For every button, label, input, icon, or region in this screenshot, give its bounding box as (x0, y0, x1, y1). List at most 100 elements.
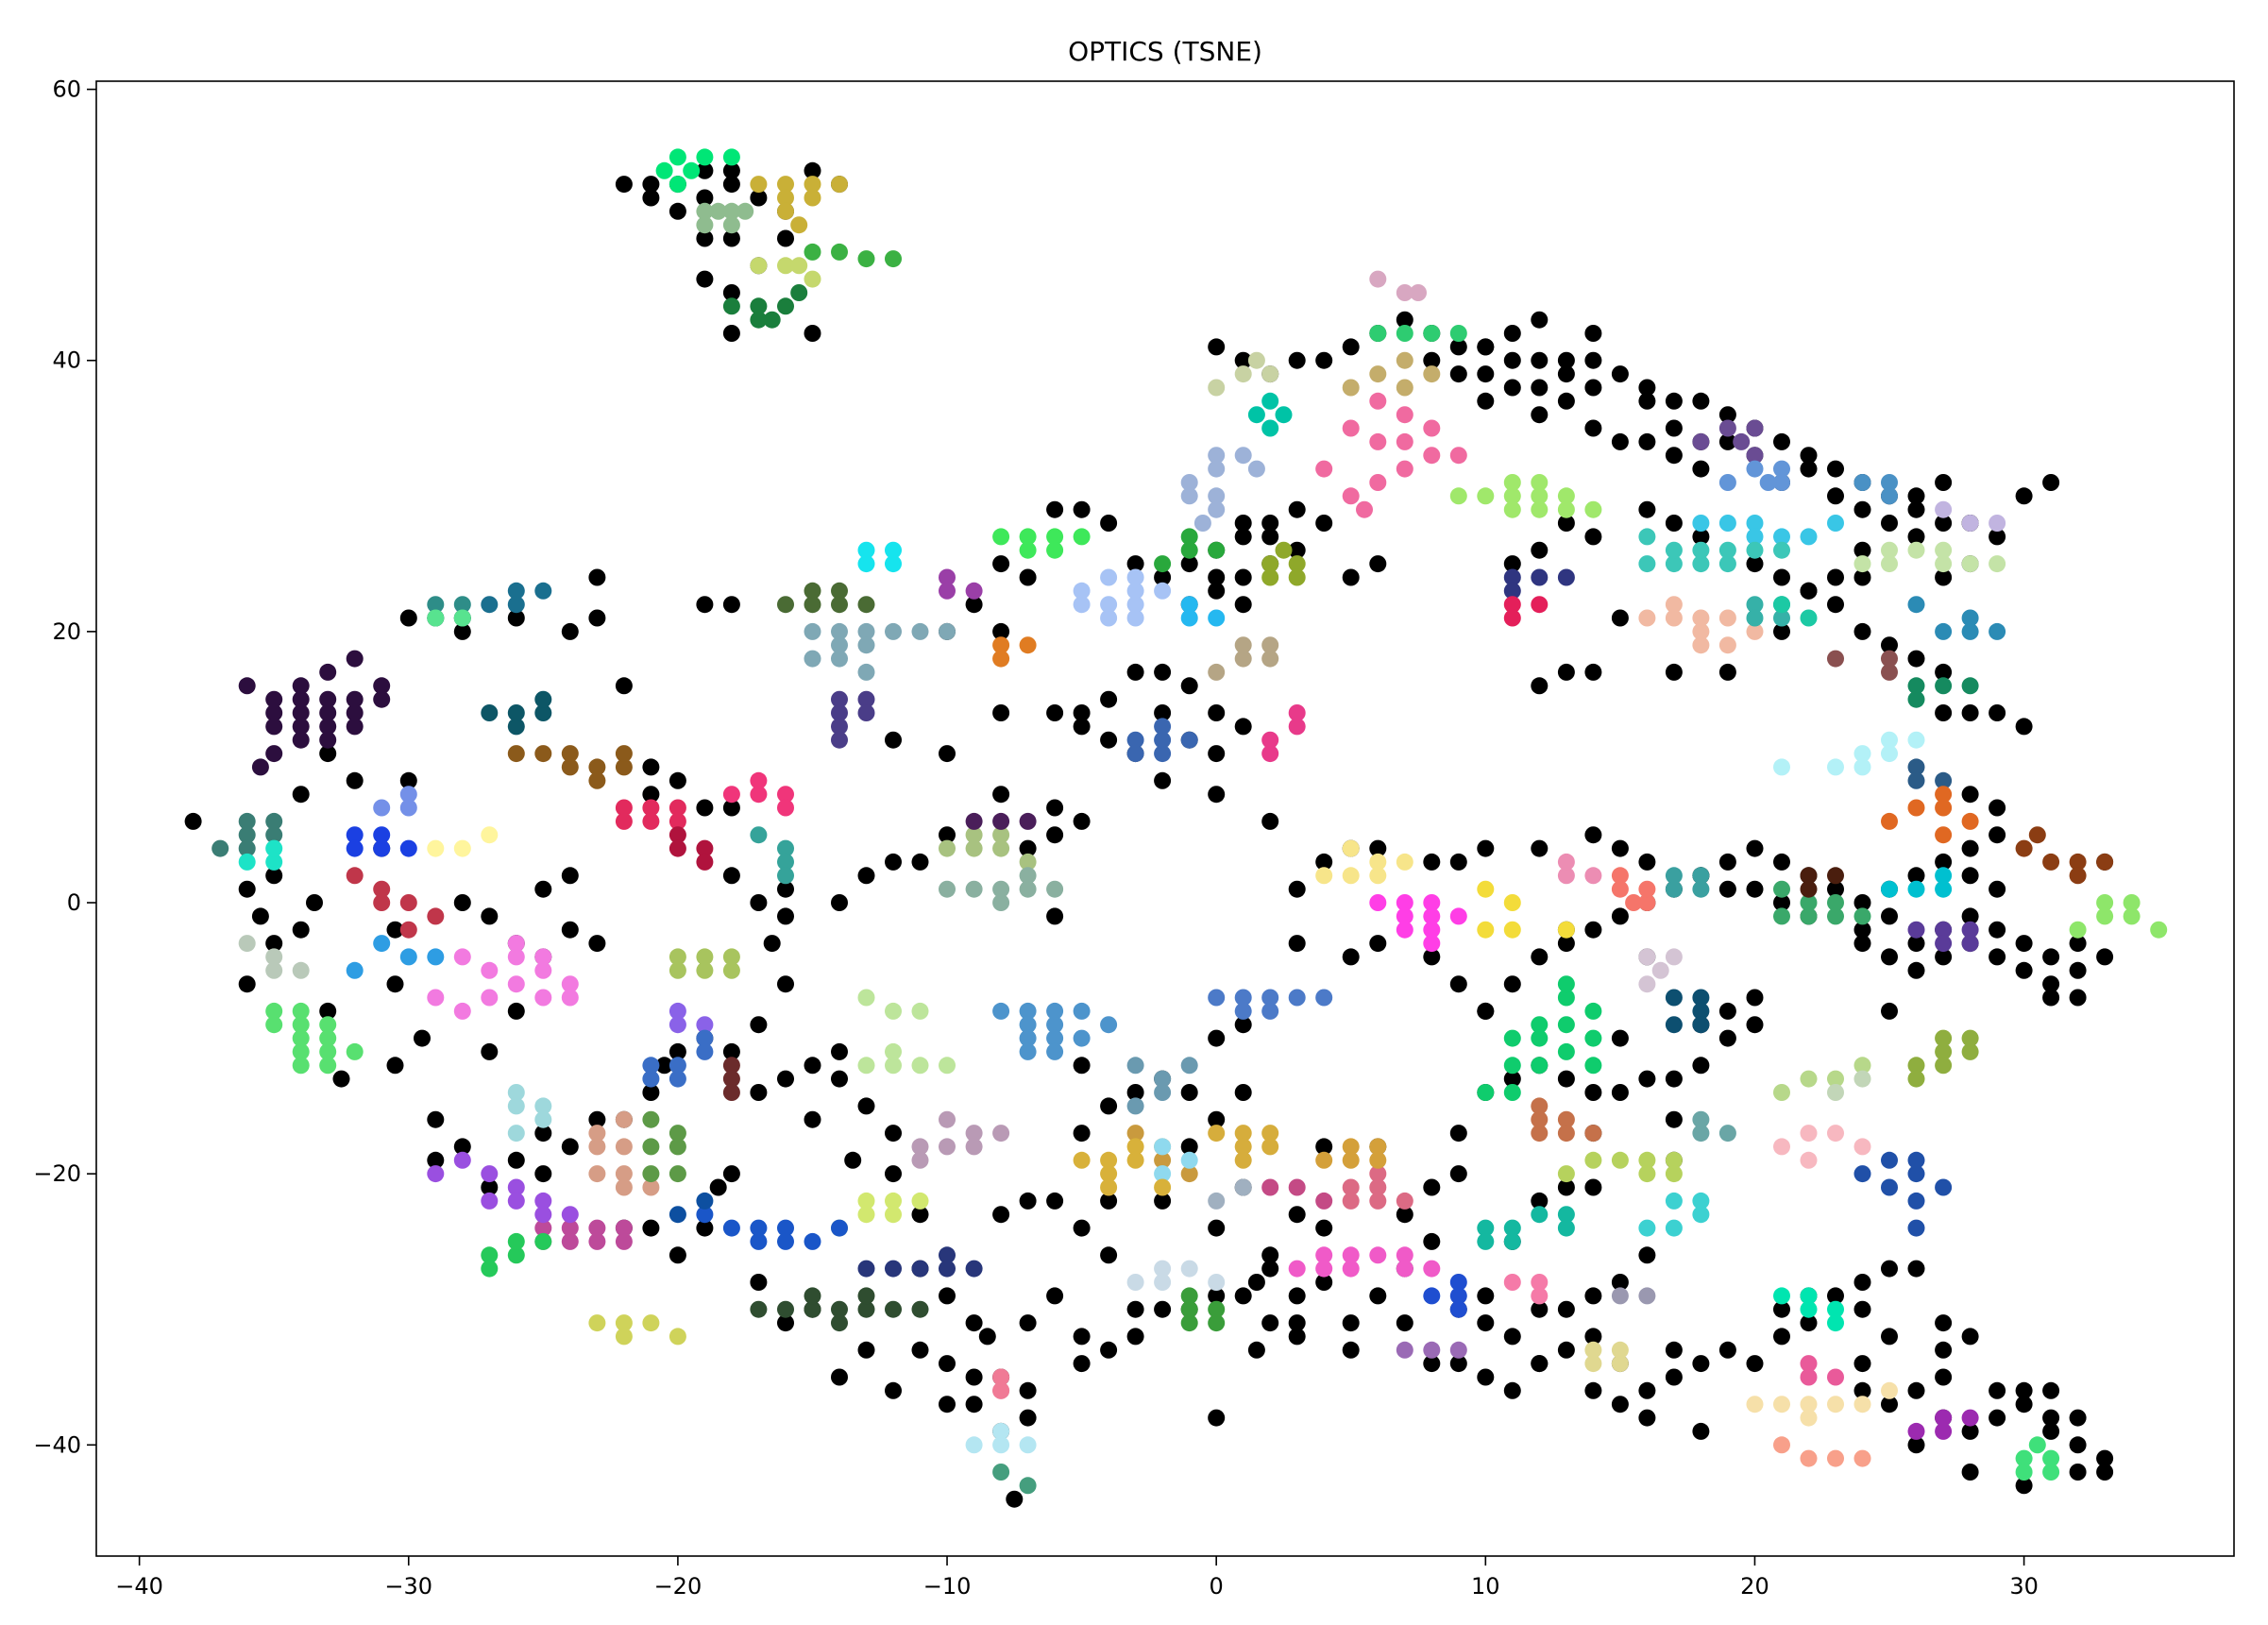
data-point (1073, 582, 1091, 600)
data-point (857, 989, 875, 1007)
data-point (1692, 541, 1710, 559)
data-point (1800, 1409, 1818, 1427)
data-point (427, 1165, 445, 1183)
cluster-points (992, 1464, 1037, 1495)
data-point (722, 202, 740, 220)
data-point (992, 622, 1010, 640)
data-point (1180, 1260, 1198, 1278)
data-point (1247, 1274, 1265, 1291)
data-point (1503, 325, 1521, 342)
cluster-points (1907, 758, 1953, 789)
cluster-points (1315, 1138, 1387, 1169)
data-point (992, 704, 1010, 721)
data-point (885, 853, 902, 871)
data-point (507, 1192, 525, 1210)
data-point (399, 771, 417, 789)
data-point (1369, 1151, 1387, 1169)
data-point (1759, 474, 1777, 491)
data-point (1073, 596, 1091, 614)
cluster-points (1692, 419, 1764, 465)
data-point (696, 1042, 714, 1060)
cluster-points (1208, 1178, 1252, 1210)
data-point (831, 243, 848, 261)
data-point (1625, 894, 1643, 911)
data-point (939, 839, 956, 857)
data-point (1961, 867, 1979, 885)
cluster-points (346, 867, 445, 939)
data-point (1961, 786, 1979, 804)
data-point (265, 1016, 283, 1034)
data-point (939, 1260, 956, 1278)
data-point (1275, 541, 1293, 559)
cluster-points (427, 1151, 579, 1224)
data-point (1800, 1151, 1818, 1169)
data-point (1477, 880, 1495, 898)
data-point (1046, 1192, 1064, 1210)
data-point (2096, 853, 2114, 871)
data-point (1665, 596, 1683, 614)
data-point (992, 880, 1010, 898)
data-point (1935, 704, 1953, 721)
cluster-points (992, 636, 1037, 668)
data-point (386, 921, 404, 939)
data-point (1396, 1192, 1413, 1210)
data-point (1208, 663, 1226, 681)
data-point (642, 1070, 660, 1088)
data-point (1853, 894, 1871, 911)
data-point (1477, 392, 1495, 410)
cluster-points (965, 812, 1037, 830)
data-point (1907, 541, 1925, 559)
data-point (1935, 541, 1953, 559)
data-point (1827, 1287, 1844, 1305)
data-point (1800, 1287, 1818, 1305)
data-point (1638, 948, 1656, 966)
data-point (1234, 1178, 1252, 1196)
cluster-points (1692, 1110, 1736, 1143)
data-point (1288, 880, 1306, 898)
data-point (1773, 460, 1790, 478)
data-point (2042, 1449, 2060, 1467)
cluster-points (588, 1314, 686, 1346)
data-point (184, 812, 202, 830)
data-point (992, 1436, 1010, 1454)
data-point (1396, 351, 1413, 369)
cluster-points (1665, 989, 1710, 1034)
data-point (992, 555, 1010, 573)
y-tick-label: 20 (52, 618, 81, 645)
cluster-points (1449, 474, 1602, 518)
data-point (722, 948, 740, 966)
data-point (453, 596, 471, 614)
data-point (1315, 1138, 1333, 1156)
data-point (831, 1368, 848, 1386)
data-point (1234, 1016, 1252, 1034)
data-point (1356, 500, 1373, 518)
cluster-points (1126, 718, 1198, 763)
data-point (831, 704, 848, 721)
cluster-points (2015, 826, 2114, 885)
data-point (1503, 474, 1521, 491)
data-point (722, 786, 740, 804)
data-point (1423, 325, 1441, 342)
cluster-points (2015, 1436, 2060, 1481)
data-point (1557, 351, 1575, 369)
data-point (561, 1206, 579, 1224)
data-point (1396, 406, 1413, 424)
data-point (1557, 1070, 1575, 1088)
data-point (696, 1016, 714, 1034)
data-point (777, 1300, 794, 1318)
data-point (1800, 1300, 1818, 1318)
data-point (1073, 1029, 1091, 1047)
data-point (669, 826, 686, 844)
data-point (481, 1042, 499, 1060)
data-point (1692, 636, 1710, 654)
data-point (777, 799, 794, 817)
data-point (1935, 935, 1953, 953)
data-point (615, 176, 633, 194)
data-point (1692, 880, 1710, 898)
data-point (1773, 894, 1790, 911)
data-point (2096, 1449, 2114, 1467)
data-point (1907, 1070, 1925, 1088)
data-point (507, 975, 525, 993)
cluster-points (1154, 528, 1226, 573)
data-point (1907, 1165, 1925, 1183)
